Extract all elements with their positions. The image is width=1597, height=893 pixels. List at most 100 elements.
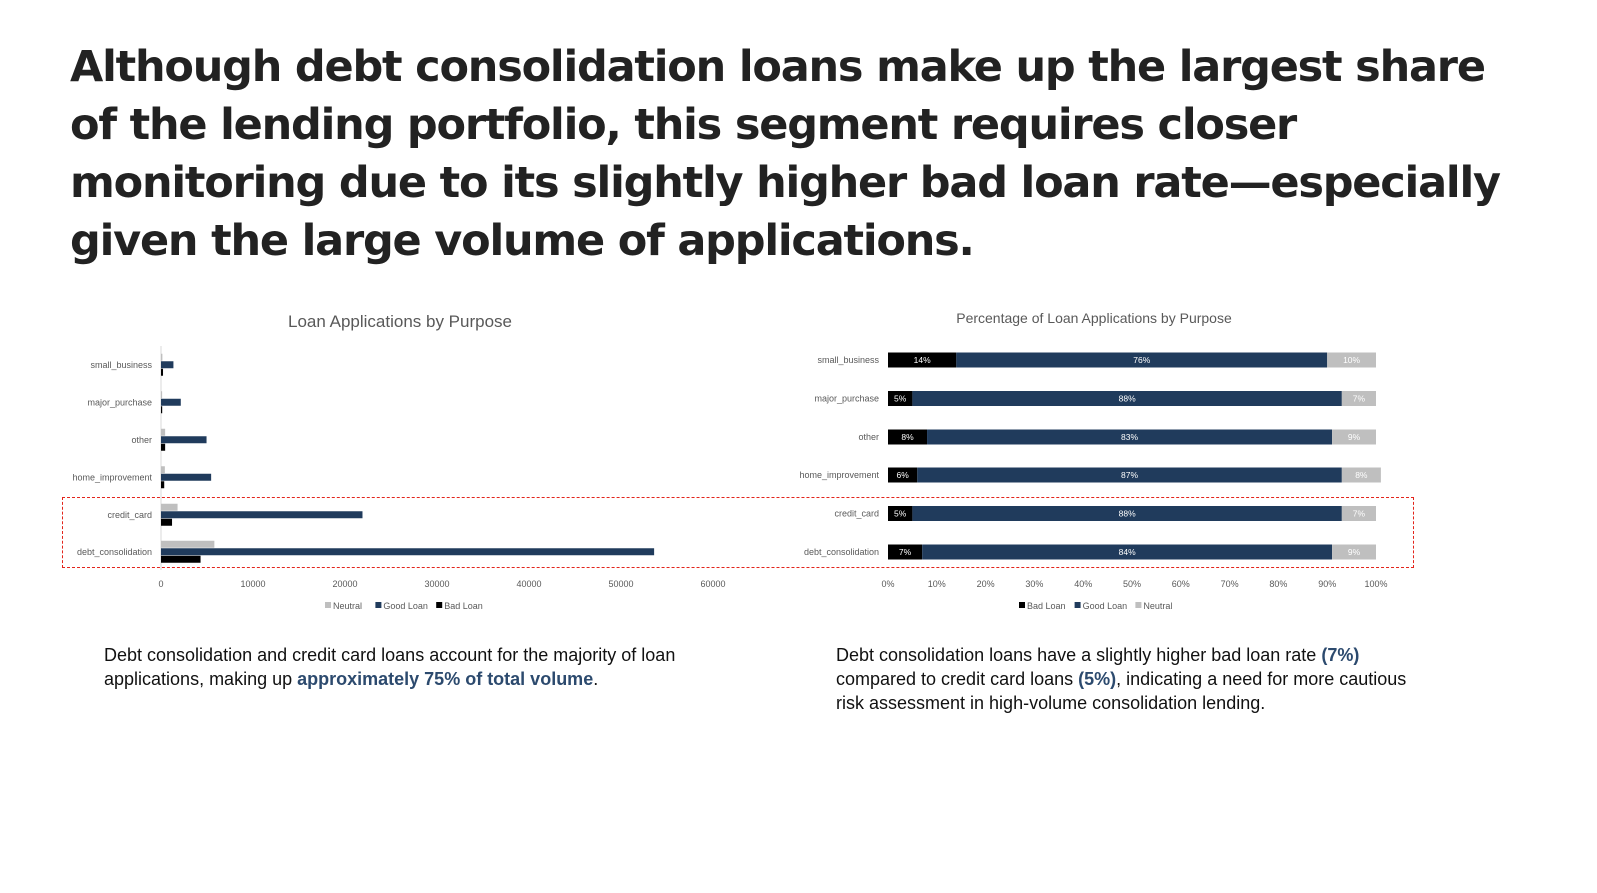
data-label: 9% xyxy=(1348,547,1361,557)
bar-segment-bad-loan xyxy=(888,544,923,560)
x-tick-label: 60% xyxy=(1172,579,1190,589)
bar-good-loan xyxy=(161,548,655,556)
legend-swatch xyxy=(1019,602,1025,608)
bar-good-loan xyxy=(161,511,363,519)
caption-right-emphasis-2: (5%) xyxy=(1078,669,1117,689)
data-label: 6% xyxy=(896,470,909,480)
category-label: home_improvement xyxy=(72,473,152,483)
category-label: credit_card xyxy=(107,510,152,520)
category-label: other xyxy=(131,435,152,445)
caption-left-text: Debt consolidation and credit card loans… xyxy=(104,645,676,689)
x-tick-label: 0% xyxy=(881,579,894,589)
category-label: other xyxy=(858,432,879,442)
legend-label: Neutral xyxy=(333,601,362,611)
data-label: 5% xyxy=(894,394,907,404)
caption-right-text-1: Debt consolidation loans have a slightly… xyxy=(836,645,1322,665)
x-tick-label: 10% xyxy=(928,579,946,589)
bar-neutral xyxy=(161,391,163,399)
headline: Although debt consolidation loans make u… xyxy=(70,42,1501,266)
x-tick-label: 30% xyxy=(1025,579,1043,589)
data-label: 8% xyxy=(1355,470,1368,480)
data-label: 14% xyxy=(914,355,931,365)
data-label: 9% xyxy=(1348,432,1361,442)
bar-neutral xyxy=(161,353,163,361)
bar-segment-neutral xyxy=(1341,506,1376,521)
bar-neutral xyxy=(161,428,166,436)
legend-swatch xyxy=(1074,602,1081,608)
bar-segment-good-loan xyxy=(912,506,1342,521)
x-tick-label: 40% xyxy=(1074,579,1092,589)
x-tick-label: 50% xyxy=(1123,579,1141,589)
bar-bad-loan xyxy=(161,518,173,526)
data-label: 83% xyxy=(1121,432,1138,442)
legend-label: Bad Loan xyxy=(444,601,483,611)
legend-label: Good Loan xyxy=(383,601,428,611)
caption-left-emphasis: approximately 75% of total volume xyxy=(297,669,594,689)
data-label: 88% xyxy=(1119,509,1136,519)
category-label: home_improvement xyxy=(799,470,879,480)
legend-swatch xyxy=(436,602,443,608)
bar-neutral xyxy=(161,540,215,548)
bar-segment-neutral xyxy=(1327,352,1376,368)
bar-segment-bad-loan xyxy=(888,429,928,445)
bar-segment-bad-loan xyxy=(888,467,918,483)
data-label: 7% xyxy=(1353,509,1366,519)
x-tick-label: 60000 xyxy=(700,579,725,589)
bar-good-loan xyxy=(161,361,174,369)
category-label: credit_card xyxy=(834,509,879,519)
category-label: small_business xyxy=(817,355,879,365)
caption-left: Debt consolidation and credit card loans… xyxy=(104,643,724,691)
bar-segment-good-loan xyxy=(922,544,1333,560)
caption-right-emphasis-1: (7%) xyxy=(1321,645,1360,665)
x-tick-label: 80% xyxy=(1269,579,1287,589)
bar-good-loan xyxy=(161,436,207,444)
data-label: 10% xyxy=(1343,355,1360,365)
bar-neutral xyxy=(161,466,165,474)
category-label: major_purchase xyxy=(814,394,879,404)
bar-segment-bad-loan xyxy=(888,506,913,521)
loan-applications-chart: Loan Applications by Purpose small_busine… xyxy=(72,312,725,611)
x-tick-label: 70% xyxy=(1221,579,1239,589)
bar-good-loan xyxy=(161,473,212,481)
caption-right-text-3: , indicating a need for more cautious ri… xyxy=(836,669,1407,713)
bar-segment-neutral xyxy=(1332,544,1376,560)
x-tick-label: 20000 xyxy=(332,579,357,589)
legend-swatch xyxy=(1135,602,1142,608)
caption-right: Debt consolidation loans have a slightly… xyxy=(836,643,1436,715)
bar-bad-loan xyxy=(161,555,201,563)
chart-title: Loan Applications by Purpose xyxy=(288,312,512,331)
bar-segment-neutral xyxy=(1332,429,1376,445)
legend-label: Neutral xyxy=(1143,601,1172,611)
bar-bad-loan xyxy=(161,368,164,376)
bar-segment-good-loan xyxy=(956,352,1328,368)
data-label: 5% xyxy=(894,509,907,519)
x-tick-label: 50000 xyxy=(608,579,633,589)
data-label: 88% xyxy=(1119,394,1136,404)
caption-left-end: . xyxy=(593,669,599,689)
data-label: 76% xyxy=(1133,355,1150,365)
x-tick-label: 40000 xyxy=(516,579,541,589)
x-tick-label: 100% xyxy=(1364,579,1387,589)
bar-good-loan xyxy=(161,398,181,406)
caption-right-text-2: compared to credit card loans xyxy=(836,669,1079,689)
legend-label: Good Loan xyxy=(1083,601,1128,611)
bar-segment-bad-loan xyxy=(888,352,957,368)
x-tick-label: 0 xyxy=(158,579,163,589)
bar-segment-good-loan xyxy=(912,391,1342,406)
bar-bad-loan xyxy=(161,443,166,451)
data-label: 7% xyxy=(1353,394,1366,404)
bar-segment-bad-loan xyxy=(888,391,913,406)
legend-swatch xyxy=(375,602,382,608)
percentage-applications-chart: Percentage of Loan Applications by Purpo… xyxy=(799,310,1387,611)
bar-bad-loan xyxy=(161,481,165,489)
data-label: 87% xyxy=(1121,470,1138,480)
bar-neutral xyxy=(161,503,178,511)
x-tick-label: 90% xyxy=(1318,579,1336,589)
category-label: debt_consolidation xyxy=(804,547,879,557)
category-label: debt_consolidation xyxy=(77,547,152,557)
bar-segment-neutral xyxy=(1341,391,1376,406)
chart-title: Percentage of Loan Applications by Purpo… xyxy=(956,310,1232,326)
bar-segment-neutral xyxy=(1341,467,1381,483)
bar-bad-loan xyxy=(161,406,163,414)
data-label: 8% xyxy=(901,432,914,442)
